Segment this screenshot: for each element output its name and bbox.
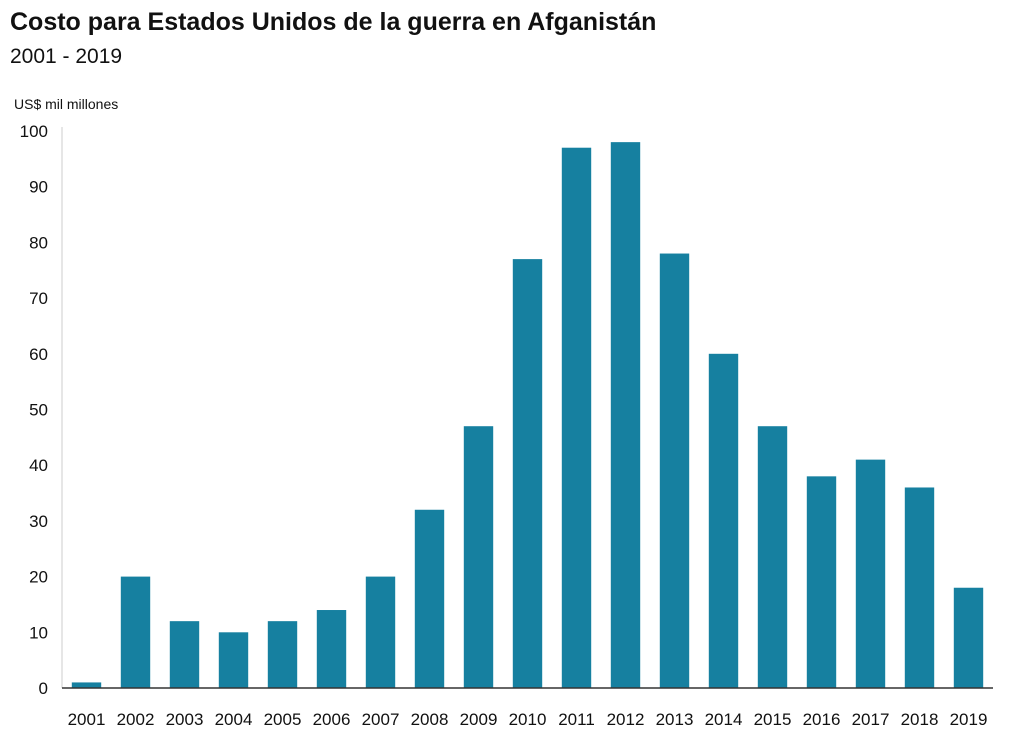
chart-title: Costo para Estados Unidos de la guerra e… [10,8,657,36]
x-tick-label: 2016 [803,710,841,729]
bar-2006 [316,610,347,688]
bar-2003 [169,621,200,688]
y-tick-label: 80 [29,233,48,252]
x-tick-label: 2003 [166,710,204,729]
bar-2011 [561,147,592,688]
x-tick-label: 2019 [950,710,988,729]
x-tick-label: 2007 [362,710,400,729]
bar-2007 [365,576,396,688]
y-tick-label: 100 [20,122,48,141]
bar-2004 [218,632,249,688]
bar-2013 [659,253,690,689]
chart-subtitle: 2001 - 2019 [10,45,123,68]
bar-2010 [512,259,543,688]
x-tick-label: 2004 [215,710,253,729]
bar-2008 [414,509,445,688]
bar-2016 [806,476,837,688]
x-tick-label: 2010 [509,710,547,729]
y-tick-label: 70 [29,289,48,308]
x-tick-label: 2018 [901,710,939,729]
x-tick-label: 2002 [117,710,155,729]
x-tick-label: 2008 [411,710,449,729]
x-tick-label: 2013 [656,710,694,729]
bar-2001 [71,682,102,688]
bar-2005 [267,621,298,688]
y-tick-label: 20 [29,568,48,587]
y-tick-label: 0 [39,679,48,698]
bar-2015 [757,426,788,688]
bar-2017 [855,459,886,688]
y-tick-label: 90 [29,178,48,197]
x-tick-label: 2009 [460,710,498,729]
bars [71,142,984,689]
x-tick-label: 2017 [852,710,890,729]
x-tick-label: 2012 [607,710,645,729]
x-tick-label: 2001 [68,710,106,729]
bar-2018 [904,487,935,688]
x-tick-label: 2006 [313,710,351,729]
y-tick-label: 40 [29,456,48,475]
x-tick-label: 2015 [754,710,792,729]
bar-2009 [463,426,494,688]
x-tick-label: 2005 [264,710,302,729]
x-tick-label: 2011 [558,710,595,729]
y-tick-label: 10 [29,623,48,642]
x-tick-label: 2014 [705,710,743,729]
y-axis-label: US$ mil millones [14,96,119,112]
bar-2012 [610,142,641,688]
bar-2014 [708,353,739,688]
y-axis-ticks: 0 10 20 30 40 50 60 70 80 90 100 [20,122,48,698]
y-tick-label: 30 [29,512,48,531]
y-tick-label: 60 [29,345,48,364]
bar-2002 [120,576,151,688]
x-axis-ticks: 2001 2002 2003 2004 2005 2006 2007 2008 2009 2010… [68,710,988,729]
bar-2019 [953,587,984,688]
y-tick-label: 50 [29,401,48,420]
